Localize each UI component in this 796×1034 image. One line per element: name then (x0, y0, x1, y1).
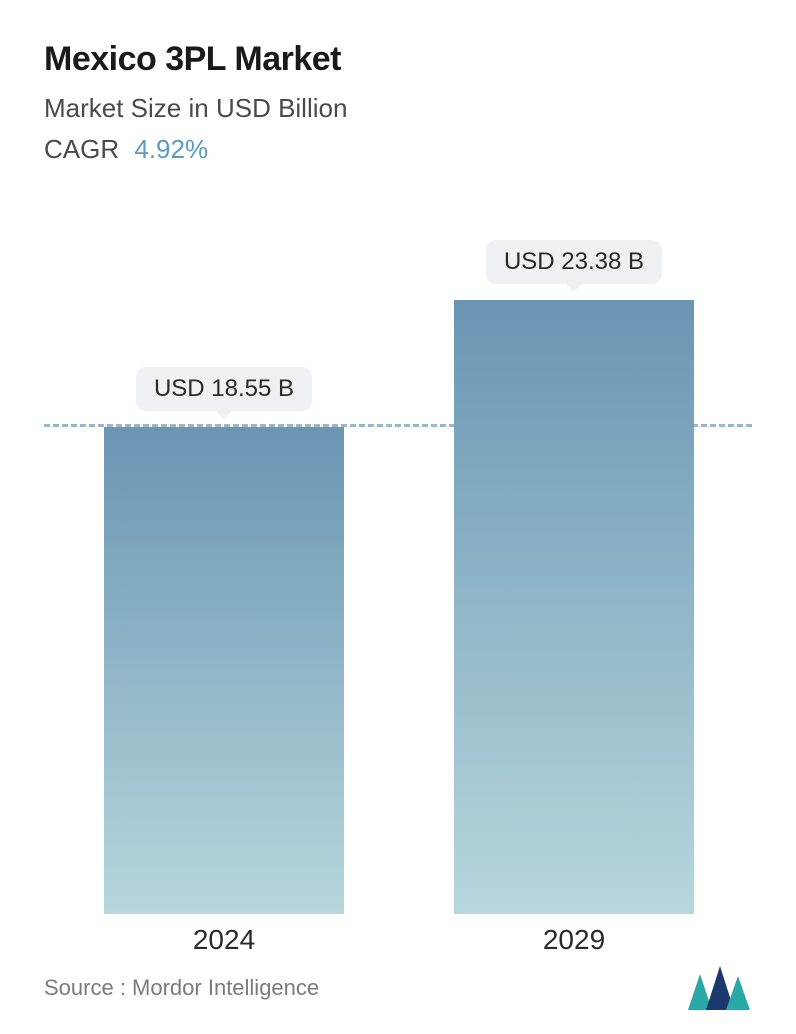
x-axis-labels: 2024 2029 (44, 924, 752, 964)
chart-subtitle: Market Size in USD Billion (44, 93, 752, 124)
chart-footer: Source : Mordor Intelligence (44, 966, 752, 1010)
bar: USD 23.38 B (454, 300, 694, 914)
chart-plot-area: USD 18.55 B USD 23.38 B (44, 210, 752, 914)
chart-container: Mexico 3PL Market Market Size in USD Bil… (0, 0, 796, 1034)
bar-fill (454, 300, 694, 914)
bar-value-pill: USD 18.55 B (136, 367, 312, 411)
bar-value-pill: USD 23.38 B (486, 240, 662, 284)
bar: USD 18.55 B (104, 427, 344, 914)
cagr-label: CAGR (44, 134, 119, 164)
cagr-value: 4.92% (134, 134, 208, 164)
chart-title: Mexico 3PL Market (44, 40, 752, 79)
x-axis-label: 2029 (543, 924, 605, 956)
cagr-row: CAGR 4.92% (44, 134, 752, 165)
x-axis-label: 2024 (193, 924, 255, 956)
source-text: Source : Mordor Intelligence (44, 975, 319, 1001)
bar-fill (104, 427, 344, 914)
mordor-logo-icon (688, 966, 752, 1010)
